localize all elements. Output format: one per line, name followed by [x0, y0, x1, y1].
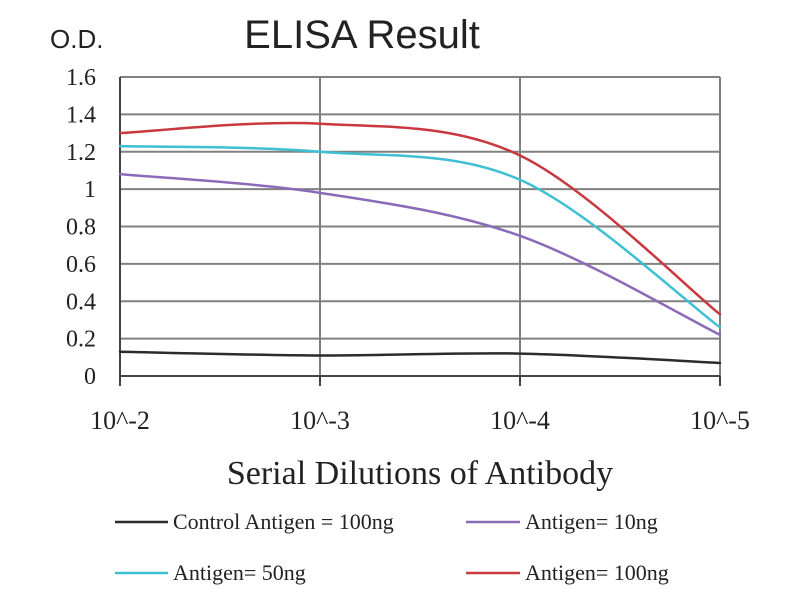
- y-tick-label: 0.8: [66, 215, 96, 241]
- y-tick-label: 1.4: [66, 102, 96, 128]
- x-tick-labels: 10^-2 10^-3 10^-4 10^-5: [90, 406, 750, 435]
- y-tick-label: 1: [84, 177, 96, 203]
- legend: Control Antigen = 100ng Antigen= 10ng Anti…: [115, 509, 669, 585]
- legend-label: Antigen= 100ng: [525, 560, 669, 585]
- y-tick-label: 0.6: [66, 252, 96, 278]
- legend-label: Antigen= 50ng: [173, 560, 306, 585]
- legend-label: Antigen= 10ng: [525, 509, 658, 534]
- y-axis-label: O.D.: [50, 24, 103, 54]
- series-lines: [118, 121, 722, 365]
- y-tick-label: 1.6: [66, 65, 96, 91]
- chart-title: ELISA Result: [244, 13, 480, 57]
- x-tick-label: 10^-3: [290, 406, 350, 435]
- series-line-antigen-100ng: [118, 121, 722, 316]
- series-line-antigen-50ng: [118, 144, 722, 329]
- grid: [120, 76, 721, 376]
- x-axis-label: Serial Dilutions of Antibody: [227, 455, 613, 492]
- y-tick-label: 1.2: [66, 140, 96, 166]
- y-tick-label: 0: [84, 364, 96, 390]
- y-tick-labels: 0 0.2 0.4 0.6 0.8 1 1.2 1.4 1.6: [66, 65, 96, 390]
- x-tick-label: 10^-4: [490, 406, 550, 435]
- y-tick-label: 0.4: [66, 289, 96, 315]
- y-tick-label: 0.2: [66, 327, 96, 353]
- series-line-control-antigen-100ng: [118, 350, 722, 365]
- legend-label: Control Antigen = 100ng: [173, 509, 394, 534]
- axes: [119, 77, 721, 386]
- x-tick-label: 10^-2: [90, 406, 150, 435]
- series-line-antigen-10ng: [118, 172, 722, 337]
- x-tick-label: 10^-5: [690, 406, 750, 435]
